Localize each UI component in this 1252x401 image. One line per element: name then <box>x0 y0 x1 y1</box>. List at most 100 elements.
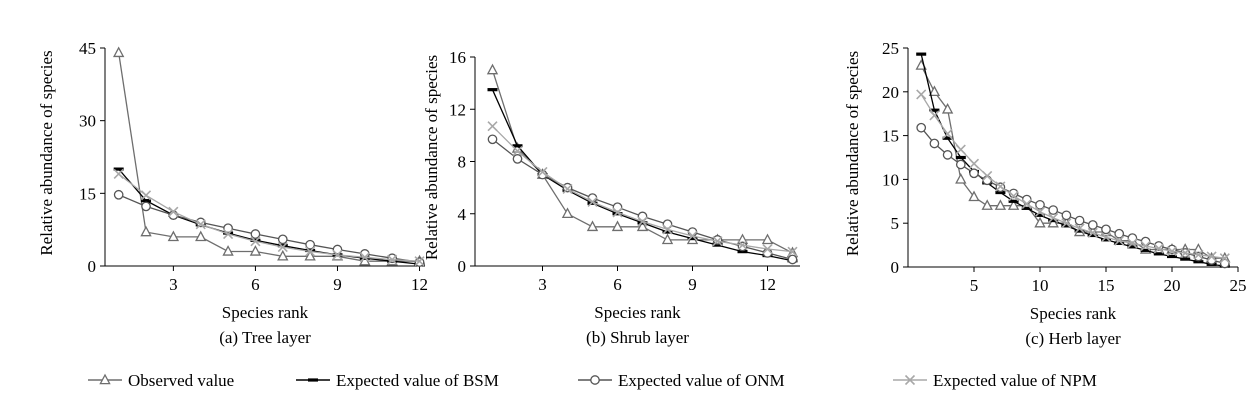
data-point-observed <box>1047 216 1059 228</box>
data-point-observed <box>249 245 262 256</box>
data-point-observed <box>1007 199 1020 210</box>
y-tick-label: 16 <box>449 48 466 67</box>
data-point-bsm <box>955 155 966 160</box>
data-point-observed <box>561 207 574 219</box>
data-point-npm <box>737 240 748 251</box>
data-point-npm <box>512 145 523 157</box>
x-tick-label: 3 <box>538 275 547 294</box>
panel-caption: (a) Tree layer <box>219 328 311 347</box>
y-tick-label: 30 <box>79 112 96 131</box>
data-point-npm <box>195 219 206 230</box>
x-tick-label: 5 <box>970 276 979 295</box>
y-tick-label: 45 <box>79 39 96 58</box>
series-bsm <box>113 167 425 266</box>
data-point-npm <box>537 166 548 178</box>
data-point-observed <box>167 230 180 242</box>
data-point-observed <box>994 199 1007 210</box>
data-point-onm <box>1074 215 1085 226</box>
data-point-bsm <box>995 190 1006 195</box>
data-point-onm <box>1048 205 1059 215</box>
data-point-npm <box>1219 253 1230 264</box>
data-point-npm <box>1074 223 1085 234</box>
series-line-observed <box>118 52 420 262</box>
legend-item-onm: Expected value of ONM <box>578 371 785 390</box>
x-tick-label: 3 <box>169 275 178 294</box>
data-point-npm <box>250 236 261 247</box>
legend-item-bsm: Expected value of BSM <box>296 371 499 390</box>
x-tick-label: 9 <box>333 275 342 294</box>
data-point-npm <box>955 144 966 155</box>
data-point-npm <box>1127 238 1138 249</box>
data-point-npm <box>414 256 425 267</box>
data-point-onm <box>113 189 124 200</box>
data-point-onm <box>1101 224 1111 235</box>
series-line-npm <box>118 173 420 262</box>
chart-panel-1: 0 15 30 45 3 6 9 12 Species rank Relative abundan… <box>37 39 428 347</box>
data-point-bsm <box>1008 199 1019 203</box>
data-point-bsm <box>1127 245 1138 249</box>
data-point-npm <box>982 170 993 181</box>
data-point-npm <box>562 183 573 194</box>
series-observed <box>486 63 799 258</box>
data-point-observed <box>277 249 289 261</box>
data-point-onm <box>1087 220 1098 230</box>
data-point-npm <box>168 206 179 217</box>
legend-label: Expected value of NPM <box>933 371 1097 390</box>
series-line-bsm <box>118 168 420 265</box>
y-axis-title: Relative abundance of species <box>843 51 862 256</box>
y-tick-label: 5 <box>891 214 900 233</box>
data-point-onm <box>1140 236 1151 247</box>
x-tick-label: 12 <box>759 275 776 294</box>
data-point-bsm <box>1021 206 1032 210</box>
data-point-npm <box>1048 212 1059 224</box>
data-point-npm <box>762 243 773 255</box>
data-point-onm <box>1035 199 1045 210</box>
data-point-observed <box>761 233 774 245</box>
data-point-npm <box>223 228 234 240</box>
data-point-bsm <box>277 244 288 248</box>
data-point-bsm <box>637 221 648 225</box>
series-npm <box>113 168 425 267</box>
data-point-onm <box>277 234 288 245</box>
legend-label: Expected value of ONM <box>618 371 785 390</box>
legend-marker <box>308 378 318 382</box>
series-bsm <box>487 88 798 263</box>
data-point-bsm <box>612 212 623 216</box>
data-point-npm <box>1140 240 1151 252</box>
legend-marker <box>904 374 916 386</box>
data-point-bsm <box>512 144 523 148</box>
series-bsm <box>916 52 1230 268</box>
data-point-bsm <box>1048 218 1059 223</box>
data-point-observed <box>140 225 152 237</box>
data-point-bsm <box>141 199 152 203</box>
legend: Observed value Expected value of BSM Expec… <box>88 371 1097 390</box>
data-point-npm <box>995 181 1006 192</box>
data-point-npm <box>929 110 940 121</box>
data-point-bsm <box>487 88 498 92</box>
data-point-bsm <box>916 52 927 56</box>
data-point-npm <box>113 168 124 180</box>
series-npm <box>916 89 1230 264</box>
data-point-npm <box>277 242 288 253</box>
legend-label: Observed value <box>128 371 234 390</box>
data-point-observed <box>928 85 941 97</box>
data-point-onm <box>982 175 993 186</box>
series-line-npm <box>920 94 1225 259</box>
x-tick-label: 9 <box>688 275 697 294</box>
data-point-bsm <box>1035 213 1045 217</box>
x-tick-label: 20 <box>1164 276 1181 295</box>
data-point-onm <box>512 154 523 164</box>
data-point-bsm <box>1153 252 1164 256</box>
data-point-npm <box>1008 190 1019 202</box>
data-point-npm <box>305 246 316 257</box>
data-point-npm <box>1114 235 1125 246</box>
data-point-bsm <box>1087 233 1098 238</box>
chart-panel-3: 0 5 10 15 20 25 5 10 15 20 25 Species rank Relative … <box>843 39 1247 348</box>
data-point-npm <box>916 89 927 100</box>
data-point-onm <box>223 223 233 234</box>
data-point-observed <box>941 102 954 114</box>
data-point-npm <box>1153 243 1164 254</box>
data-point-bsm <box>113 167 124 171</box>
